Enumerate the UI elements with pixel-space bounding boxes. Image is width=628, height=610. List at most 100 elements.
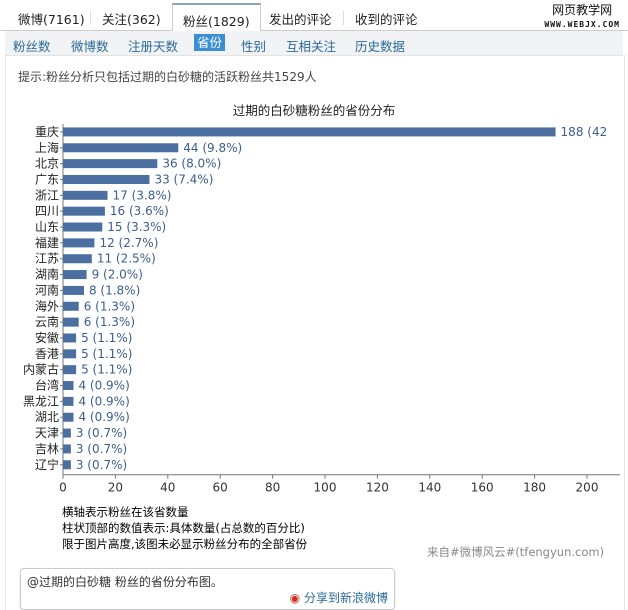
category-label: 香港	[35, 347, 59, 361]
data-label: 188 (42	[561, 125, 608, 139]
note-line: 横轴表示粉丝在该省数量	[62, 505, 189, 519]
category-label: 黑龙江	[23, 394, 59, 408]
subnav-mutual[interactable]: 互相关注	[286, 39, 337, 54]
tab-following[interactable]: 关注(362)	[102, 12, 161, 27]
share-weibo-button[interactable]: ◉ 分享到新浪微博	[290, 589, 388, 606]
data-label: 4 (0.9%)	[78, 379, 129, 393]
data-label: 17 (3.8%)	[113, 188, 172, 202]
sub-nav: 粉丝数 微博数 注册天数 省份 性别 互相关注 历史数据	[5, 31, 623, 56]
bar-chart: 0 20 40 60 80 100 120 140 160 180 200 重庆 188 (42 上海 44…	[23, 124, 620, 495]
data-label: 3 (0.7%)	[76, 426, 127, 440]
logo-title: 网页教学网	[552, 3, 613, 17]
x-tick-label: 140	[418, 481, 441, 495]
category-label: 浙江	[35, 188, 59, 202]
data-label: 6 (1.3%)	[84, 315, 135, 329]
data-label: 33 (7.4%)	[154, 172, 213, 186]
bar	[63, 460, 71, 470]
share-text[interactable]: @过期的白砂糖 粉丝的省份分布图。	[27, 575, 223, 589]
bar	[63, 381, 74, 391]
data-label: 6 (1.3%)	[84, 299, 135, 313]
category-label: 河南	[35, 282, 59, 297]
note-line: 柱状顶部的数值表示:具体数量(占总数的百分比)	[62, 521, 305, 535]
note-line: 限于图片高度,该图未必显示粉丝分布的全部省份	[62, 537, 308, 551]
category-label: 上海	[35, 140, 59, 155]
category-label: 北京	[35, 157, 59, 171]
subnav-weibo-count[interactable]: 微博数	[71, 39, 109, 54]
tab-sent-comments[interactable]: 发出的评论	[269, 12, 332, 27]
category-label: 内蒙古	[23, 362, 59, 377]
chart-notes: 横轴表示粉丝在该省数量 柱状顶部的数值表示:具体数量(占总数的百分比) 限于图片…	[62, 504, 307, 552]
bar	[63, 349, 77, 359]
bar	[63, 174, 150, 184]
data-label: 11 (2.5%)	[97, 252, 156, 266]
data-label: 16 (3.6%)	[110, 204, 169, 218]
bar	[63, 412, 74, 422]
data-label: 12 (2.7%)	[99, 236, 158, 250]
data-label: 4 (0.9%)	[78, 410, 129, 424]
bar	[63, 428, 71, 438]
data-label: 9 (2.0%)	[92, 268, 143, 282]
category-label: 湖南	[35, 267, 59, 282]
x-tick-label: 60	[213, 481, 228, 495]
subnav-province[interactable]: 省份	[194, 34, 226, 51]
category-label: 安徽	[35, 330, 59, 345]
category-label: 辽宁	[35, 457, 59, 472]
category-label: 吉林	[35, 442, 59, 456]
category-label: 湖北	[35, 409, 59, 424]
data-label: 3 (0.7%)	[76, 442, 127, 456]
category-label: 云南	[35, 314, 59, 329]
x-tick-label: 0	[59, 481, 67, 495]
category-label: 山东	[35, 220, 59, 234]
logo-url: WWW.WEBJX.COM	[544, 20, 620, 29]
x-tick-label: 100	[314, 481, 337, 495]
bar	[63, 317, 79, 327]
category-label: 台湾	[35, 378, 59, 393]
chart-title: 过期的白砂糖粉丝的省份分布	[232, 103, 396, 118]
bar	[63, 365, 77, 375]
bar	[63, 270, 87, 280]
subnav-gender[interactable]: 性别	[241, 39, 267, 54]
data-label: 3 (0.7%)	[76, 458, 127, 472]
subnav-history[interactable]: 历史数据	[355, 39, 406, 54]
data-label: 8 (1.8%)	[89, 283, 140, 297]
watermark-logo: 网页教学网 WWW.WEBJX.COM	[544, 4, 620, 31]
data-label: 44 (9.8%)	[183, 141, 242, 155]
content-frame	[5, 55, 625, 610]
category-label: 重庆	[35, 125, 59, 139]
x-tick-label: 160	[471, 481, 494, 495]
bar	[63, 333, 77, 343]
weibo-icon: ◉	[289, 591, 301, 605]
bar	[63, 190, 108, 200]
subnav-fan-count[interactable]: 粉丝数	[13, 39, 51, 54]
x-tick-label: 20	[108, 481, 123, 495]
category-label: 江苏	[35, 252, 59, 266]
subnav-reg-days[interactable]: 注册天数	[128, 39, 179, 54]
top-tabs: 微博(7161) 关注(362) 粉丝(1829) 发出的评论 收到的评论 网页…	[0, 0, 628, 38]
category-label: 天津	[35, 426, 59, 440]
x-tick-label: 180	[523, 481, 546, 495]
share-box[interactable]: @过期的白砂糖 粉丝的省份分布图。 ◉ 分享到新浪微博	[20, 568, 395, 610]
tip-text: 提示:粉丝分析只包括过期的白砂糖的活跃粉丝共1529人	[18, 70, 317, 84]
bar	[63, 238, 95, 248]
bar	[63, 396, 74, 406]
divider	[90, 11, 91, 25]
data-label: 5 (1.1%)	[81, 331, 132, 345]
bar	[63, 301, 79, 311]
category-label: 海外	[35, 298, 59, 313]
x-tick-label: 200	[576, 481, 599, 495]
tab-received-comments[interactable]: 收到的评论	[355, 12, 418, 27]
x-tick-label: 120	[366, 481, 389, 495]
tab-weibo[interactable]: 微博(7161)	[18, 12, 85, 27]
data-label: 4 (0.9%)	[78, 394, 129, 408]
data-label: 5 (1.1%)	[81, 347, 132, 361]
bar	[63, 206, 105, 216]
bar	[63, 127, 556, 137]
category-label: 福建	[35, 235, 59, 250]
share-button-label: 分享到新浪微博	[303, 591, 388, 605]
bar	[63, 254, 92, 264]
data-label: 15 (3.3%)	[107, 220, 166, 234]
category-label: 四川	[35, 204, 59, 218]
source-credit: 来自#微博风云#(tfengyun.com)	[427, 545, 605, 559]
data-label: 5 (1.1%)	[81, 363, 132, 377]
category-label: 广东	[35, 172, 59, 186]
